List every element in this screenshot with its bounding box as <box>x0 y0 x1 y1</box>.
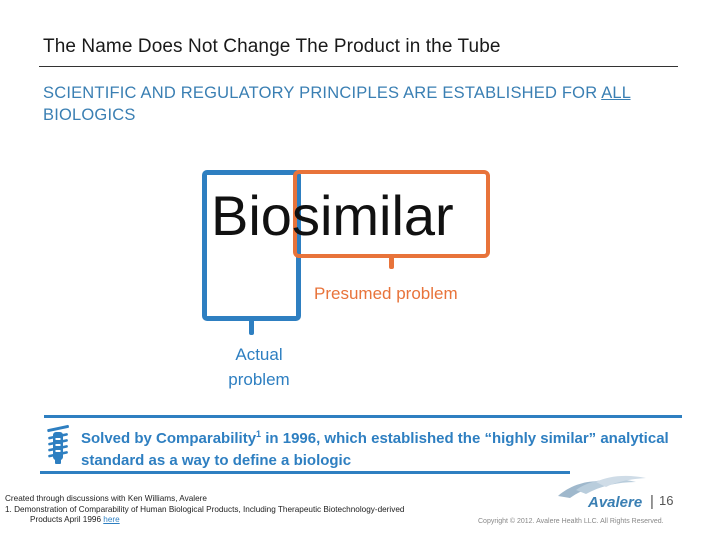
biosimilar-word: Biosimilar <box>211 184 454 247</box>
footnote-line-1: Created through discussions with Ken Wil… <box>5 494 207 503</box>
callout-top-rule <box>44 415 682 418</box>
callout-bottom-rule <box>40 471 570 474</box>
callout-text: Solved by Comparability1 in 1996, which … <box>81 428 681 472</box>
page-separator: | <box>650 493 654 510</box>
presumed-problem-pointer <box>389 256 394 269</box>
presumed-problem-label: Presumed problem <box>314 284 458 303</box>
footnote-marker: 1 <box>256 429 262 439</box>
subtitle-text-2: BIOLOGICS <box>43 106 136 124</box>
callout-text-2: in 1996, which established the “highly s… <box>81 430 669 469</box>
subtitle: SCIENTIFIC AND REGULATORY PRINCIPLES ARE… <box>43 82 683 126</box>
avalere-logo-icon <box>558 475 646 498</box>
footnote-line-3-text: Products April 1996 <box>30 515 104 524</box>
footnote: Created through discussions with Ken Wil… <box>5 494 475 526</box>
footnote-line-2: 1. Demonstration of Comparability of Hum… <box>5 504 405 514</box>
subtitle-text-1: SCIENTIFIC AND REGULATORY PRINCIPLES ARE… <box>43 84 602 102</box>
callout-text-1: Solved by Comparability <box>81 430 257 447</box>
beaker-icon <box>47 424 69 464</box>
actual-problem-label: Actual problem <box>228 345 290 389</box>
avalere-logo-text: Avalere <box>588 494 643 511</box>
footnote-link[interactable]: here <box>103 515 120 524</box>
title-divider <box>39 66 678 67</box>
subtitle-underlined-word: ALL <box>601 84 631 102</box>
copyright: Copyright © 2012. Avalere Health LLC. Al… <box>478 518 664 525</box>
actual-problem-pointer <box>249 318 254 335</box>
page-title: The Name Does Not Change The Product in … <box>43 36 501 57</box>
page-number: 16 <box>659 493 674 508</box>
footnote-line-3: Products April 1996 here <box>5 515 475 526</box>
